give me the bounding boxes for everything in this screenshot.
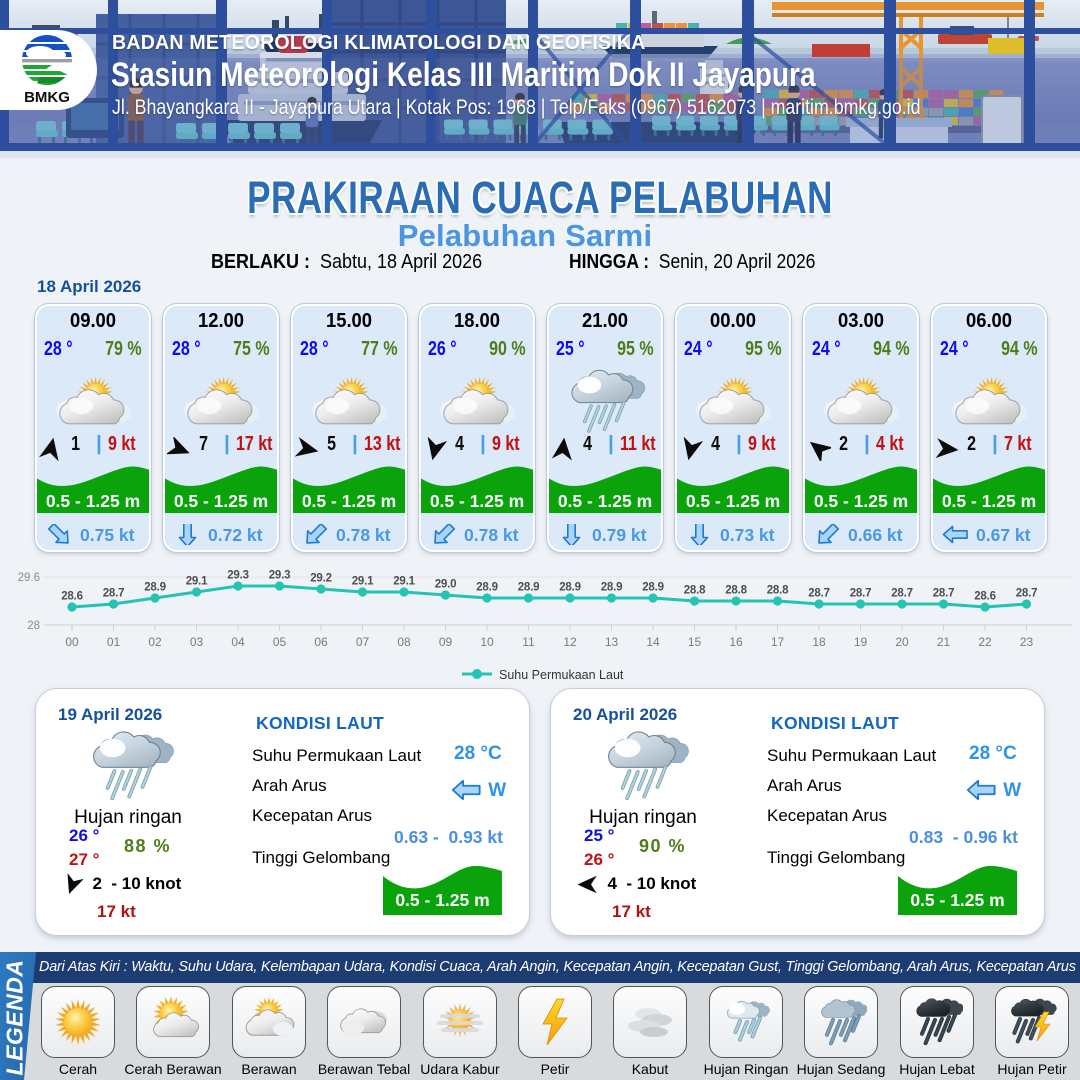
svg-text:28.7: 28.7: [850, 588, 872, 600]
svg-text:29.1: 29.1: [352, 576, 374, 588]
svg-text:28.9: 28.9: [559, 582, 581, 594]
svg-text:28.7: 28.7: [891, 588, 913, 600]
svg-text:10: 10: [480, 635, 494, 649]
svg-text:28.9: 28.9: [476, 582, 498, 594]
svg-text:BMKG: BMKG: [24, 89, 70, 106]
svg-text:16: 16: [729, 635, 743, 649]
svg-text:17: 17: [771, 635, 785, 649]
svg-text:08: 08: [397, 635, 411, 649]
svg-text:09: 09: [439, 635, 453, 649]
svg-text:29.2: 29.2: [310, 573, 332, 585]
svg-text:29.3: 29.3: [269, 570, 291, 582]
svg-text:28.9: 28.9: [601, 582, 623, 594]
svg-text:20: 20: [895, 635, 909, 649]
svg-text:Suhu Permukaan Laut: Suhu Permukaan Laut: [499, 668, 624, 682]
svg-text:13: 13: [605, 635, 619, 649]
svg-text:07: 07: [356, 635, 370, 649]
svg-text:28.7: 28.7: [103, 588, 125, 600]
svg-text:15: 15: [688, 635, 702, 649]
svg-text:18: 18: [812, 635, 826, 649]
svg-text:14: 14: [646, 635, 660, 649]
svg-text:19: 19: [854, 635, 868, 649]
svg-text:23: 23: [1020, 635, 1034, 649]
svg-text:28.7: 28.7: [808, 588, 830, 600]
svg-text:29.1: 29.1: [186, 576, 208, 588]
svg-text:11: 11: [522, 635, 535, 649]
svg-text:28.9: 28.9: [144, 582, 166, 594]
svg-text:28.7: 28.7: [1016, 588, 1038, 600]
svg-text:22: 22: [978, 635, 992, 649]
svg-text:00: 00: [65, 635, 79, 649]
svg-text:29.1: 29.1: [393, 576, 415, 588]
svg-text:28.8: 28.8: [725, 585, 747, 597]
svg-text:28.8: 28.8: [767, 585, 789, 597]
svg-text:28.6: 28.6: [974, 591, 996, 603]
svg-text:03: 03: [190, 635, 204, 649]
svg-text:29.3: 29.3: [227, 570, 249, 582]
svg-text:21: 21: [937, 635, 951, 649]
svg-text:29.6: 29.6: [18, 572, 40, 584]
svg-text:28: 28: [27, 620, 40, 632]
svg-text:28.6: 28.6: [61, 591, 83, 603]
svg-text:29.0: 29.0: [435, 579, 457, 591]
svg-text:01: 01: [107, 635, 121, 649]
svg-text:06: 06: [314, 635, 328, 649]
svg-text:28.9: 28.9: [642, 582, 664, 594]
svg-text:04: 04: [231, 635, 245, 649]
svg-text:05: 05: [273, 635, 287, 649]
svg-text:28.7: 28.7: [933, 588, 955, 600]
svg-text:02: 02: [148, 635, 162, 649]
svg-text:12: 12: [563, 635, 577, 649]
svg-text:28.8: 28.8: [684, 585, 706, 597]
svg-text:28.9: 28.9: [518, 582, 540, 594]
